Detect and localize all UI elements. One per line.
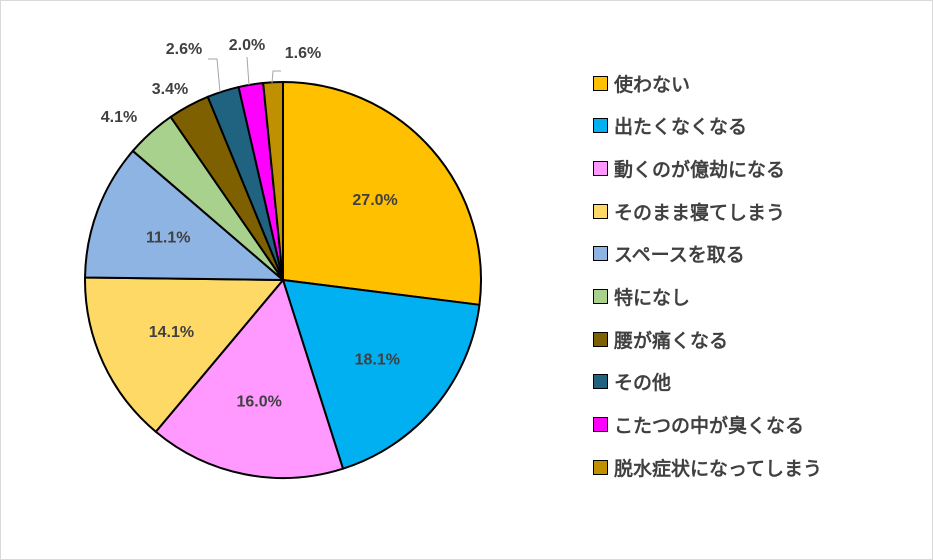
slice-value-label: 14.1%	[149, 324, 194, 341]
legend-item: 出たくなくなる	[593, 112, 747, 140]
pie-slice	[84, 149, 284, 281]
legend-item: 動くのが億劫になる	[593, 154, 785, 182]
pie-slice	[84, 276, 284, 433]
legend-label: スペースを取る	[614, 244, 745, 267]
legend-swatch	[593, 417, 608, 433]
legend-swatch	[593, 75, 608, 91]
slice-value-label: 2.0%	[229, 37, 265, 54]
legend-label: 出たくなくなる	[614, 116, 748, 139]
slice-value-label: 18.1%	[355, 352, 400, 369]
slice-value-label: 2.6%	[166, 41, 202, 58]
legend-label: こたつの中が臭くなる	[614, 415, 805, 438]
pie-slice	[262, 81, 284, 281]
legend-label: そのまま寝てしまう	[614, 201, 786, 224]
legend-label: 特になし	[614, 287, 691, 309]
pie-slice	[282, 279, 481, 470]
slice-value-label: 3.4%	[152, 81, 188, 98]
legend-swatch	[593, 331, 608, 347]
pie-slice	[282, 81, 482, 306]
legend-swatch	[593, 246, 608, 262]
leader-line	[208, 58, 221, 93]
legend-swatch	[593, 160, 608, 176]
slice-value-label: 11.1%	[146, 230, 190, 247]
leader-line	[271, 70, 281, 84]
legend-swatch	[593, 289, 608, 304]
legend-item: 使わない	[593, 69, 690, 97]
legend-label: 動くのが億劫になる	[614, 158, 786, 181]
legend-item: 特になし	[593, 283, 690, 311]
slice-value-label: 1.6%	[285, 45, 321, 62]
pie-slice	[154, 279, 344, 479]
legend-label: その他	[614, 372, 672, 395]
legend-item: こたつの中が臭くなる	[593, 411, 804, 439]
slice-value-label: 4.1%	[101, 109, 137, 126]
legend-item: その他	[593, 368, 671, 396]
slice-value-label: 27.0%	[352, 192, 397, 209]
legend-label: 脱水症状になってしまう	[614, 457, 823, 480]
legend-label: 腰が痛くなる	[614, 329, 729, 352]
legend-item: そのまま寝てしまう	[593, 197, 785, 225]
legend-swatch	[593, 374, 608, 390]
legend-item: 脱水症状になってしまう	[593, 453, 822, 481]
legend-swatch	[593, 118, 608, 134]
legend-item: 腰が痛くなる	[593, 325, 728, 353]
leader-line	[246, 56, 250, 86]
slice-value-label: 16.0%	[237, 393, 282, 410]
legend-item: スペースを取る	[593, 240, 745, 268]
legend-swatch	[593, 459, 608, 475]
legend-label: 使わない	[614, 73, 691, 96]
legend-swatch	[593, 203, 608, 219]
